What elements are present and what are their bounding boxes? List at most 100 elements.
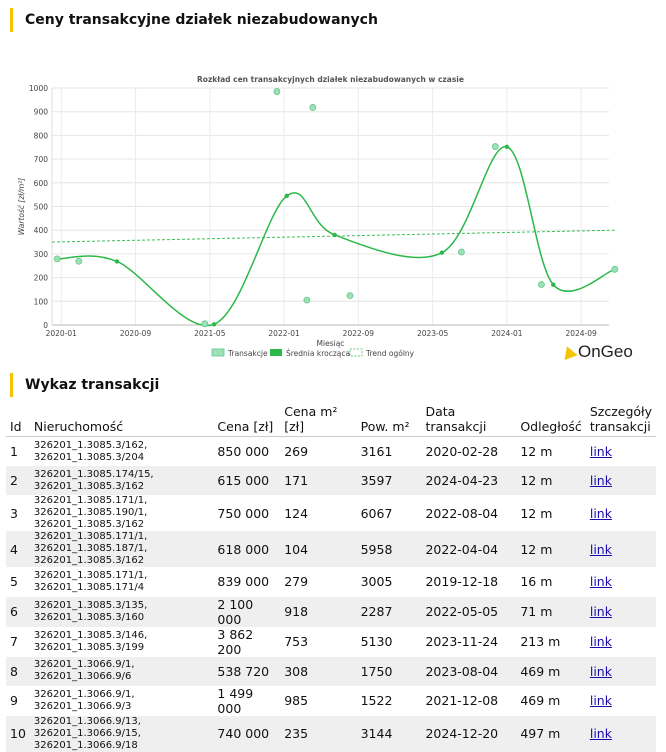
price-chart-svg: Rozkład cen transakcyjnych działek nieza… bbox=[17, 75, 619, 358]
row-property: 326201_1.3085.171/1, 326201_1.3085.187/1… bbox=[29, 531, 214, 568]
moving-average-line bbox=[57, 146, 616, 327]
table-row: 8 326201_1.3066.9/1, 326201_1.3066.9/6 538… bbox=[6, 656, 656, 686]
x-tick-label: 2022-01 bbox=[268, 329, 300, 338]
row-distance: 213 m bbox=[516, 626, 586, 657]
row-area: 6067 bbox=[356, 495, 422, 532]
details-link[interactable]: link bbox=[589, 505, 612, 521]
row-details: link bbox=[585, 656, 656, 686]
row-price: 750 000 bbox=[213, 495, 281, 532]
row-area: 3144 bbox=[356, 715, 422, 752]
header-price: Cena [zł] bbox=[213, 404, 281, 437]
y-tick-label: 0 bbox=[43, 321, 48, 330]
row-price-m2: 985 bbox=[280, 685, 357, 716]
row-area: 5958 bbox=[356, 531, 422, 568]
details-link[interactable]: link bbox=[589, 663, 612, 679]
details-link[interactable]: link bbox=[589, 634, 612, 650]
row-price-m2: 308 bbox=[280, 656, 357, 686]
table-header-row: Id Nieruchomość Cena [zł] Cena m² [zł] P… bbox=[6, 404, 656, 437]
row-id: 10 bbox=[6, 715, 30, 752]
row-id: 1 bbox=[6, 436, 30, 467]
row-area: 3161 bbox=[356, 436, 422, 467]
moving-average-point bbox=[332, 232, 337, 238]
row-price: 538 720 bbox=[213, 656, 281, 686]
moving-average-point bbox=[114, 259, 120, 264]
x-tick-label: 2023-05 bbox=[417, 329, 449, 338]
row-date: 2024-04-23 bbox=[421, 466, 517, 496]
row-details: link bbox=[585, 466, 656, 496]
row-price: 618 000 bbox=[213, 531, 281, 568]
details-link[interactable]: link bbox=[589, 574, 612, 590]
moving-average-point bbox=[439, 250, 445, 255]
row-details: link bbox=[585, 685, 656, 716]
y-tick-label: 100 bbox=[34, 297, 49, 306]
row-distance: 469 m bbox=[516, 656, 586, 686]
row-distance: 12 m bbox=[516, 466, 586, 496]
row-area: 3005 bbox=[356, 567, 422, 597]
row-price-m2: 753 bbox=[280, 626, 357, 657]
row-distance: 469 m bbox=[516, 685, 586, 716]
transaction-point bbox=[53, 255, 61, 263]
x-tick-label: 2020-09 bbox=[120, 329, 152, 338]
y-tick-label: 900 bbox=[34, 108, 49, 117]
row-details: link bbox=[585, 495, 656, 532]
chart-section-title: Ceny transakcyjne działek niezabudowanyc… bbox=[10, 8, 378, 32]
y-tick-label: 600 bbox=[34, 179, 49, 188]
row-details: link bbox=[585, 567, 656, 597]
legend-swatch-moving-average bbox=[270, 349, 282, 356]
row-distance: 12 m bbox=[516, 531, 586, 568]
y-tick-label: 200 bbox=[34, 274, 49, 283]
row-date: 2021-12-08 bbox=[421, 685, 517, 716]
row-distance: 12 m bbox=[516, 436, 586, 467]
moving-average-point bbox=[551, 282, 556, 287]
transaction-point bbox=[346, 292, 354, 300]
row-price: 839 000 bbox=[213, 567, 281, 597]
table-row: 5 326201_1.3085.171/1, 326201_1.3085.171/… bbox=[6, 567, 656, 597]
row-price-m2: 104 bbox=[280, 531, 357, 568]
row-id: 4 bbox=[6, 531, 30, 568]
details-link[interactable]: link bbox=[589, 693, 612, 709]
details-link[interactable]: link bbox=[589, 473, 612, 489]
transaction-point bbox=[538, 281, 545, 288]
details-link[interactable]: link bbox=[589, 541, 612, 557]
row-date: 2023-08-04 bbox=[421, 656, 517, 686]
row-area: 2287 bbox=[356, 596, 422, 627]
table-body: 1 326201_1.3085.3/162, 326201_1.3085.3/20… bbox=[6, 436, 656, 752]
row-date: 2022-04-04 bbox=[421, 531, 517, 568]
row-price-m2: 171 bbox=[280, 466, 357, 496]
details-link[interactable]: link bbox=[589, 444, 612, 460]
row-property: 326201_1.3085.3/162, 326201_1.3085.3/204 bbox=[29, 436, 214, 467]
x-tick-label: 2022-09 bbox=[343, 329, 375, 338]
transaction-point bbox=[273, 88, 281, 95]
table-section-title: Wykaz transakcji bbox=[10, 373, 159, 397]
table-row: 7 326201_1.3085.3/146, 326201_1.3085.3/19… bbox=[6, 626, 656, 657]
row-date: 2022-08-04 bbox=[421, 495, 517, 532]
row-price-m2: 918 bbox=[280, 596, 357, 627]
row-price-m2: 269 bbox=[280, 436, 357, 467]
row-distance: 71 m bbox=[516, 596, 586, 627]
row-property: 326201_1.3066.9/1, 326201_1.3066.9/3 bbox=[29, 685, 214, 716]
row-date: 2024-12-20 bbox=[421, 715, 517, 752]
row-details: link bbox=[585, 596, 656, 627]
row-price: 3 862 200 bbox=[213, 626, 281, 657]
row-price-m2: 279 bbox=[280, 567, 357, 597]
row-price: 615 000 bbox=[213, 466, 281, 496]
row-price-m2: 235 bbox=[280, 715, 357, 752]
legend-swatch-transactions bbox=[211, 348, 225, 357]
legend-label-trend: Trend ogólny bbox=[365, 349, 415, 358]
header-distance: Odległość bbox=[516, 404, 586, 437]
price-chart: Rozkład cen transakcyjnych działek nieza… bbox=[0, 68, 666, 368]
row-area: 1750 bbox=[356, 656, 422, 686]
row-details: link bbox=[585, 626, 656, 657]
row-property: 326201_1.3085.3/135, 326201_1.3085.3/160 bbox=[29, 596, 214, 627]
row-area: 3597 bbox=[356, 466, 422, 496]
legend-swatch-trend bbox=[349, 348, 363, 357]
row-details: link bbox=[585, 531, 656, 568]
row-price: 740 000 bbox=[213, 715, 281, 752]
legend-label-transactions: Transakcje bbox=[227, 349, 268, 358]
details-link[interactable]: link bbox=[589, 726, 612, 742]
legend-label-moving-average: Średnia krocząca bbox=[286, 349, 350, 358]
moving-average-point bbox=[504, 144, 510, 149]
details-link[interactable]: link bbox=[589, 604, 612, 620]
transaction-point bbox=[201, 320, 209, 328]
y-axis-label: Wartość [zł/m²] bbox=[17, 178, 26, 235]
